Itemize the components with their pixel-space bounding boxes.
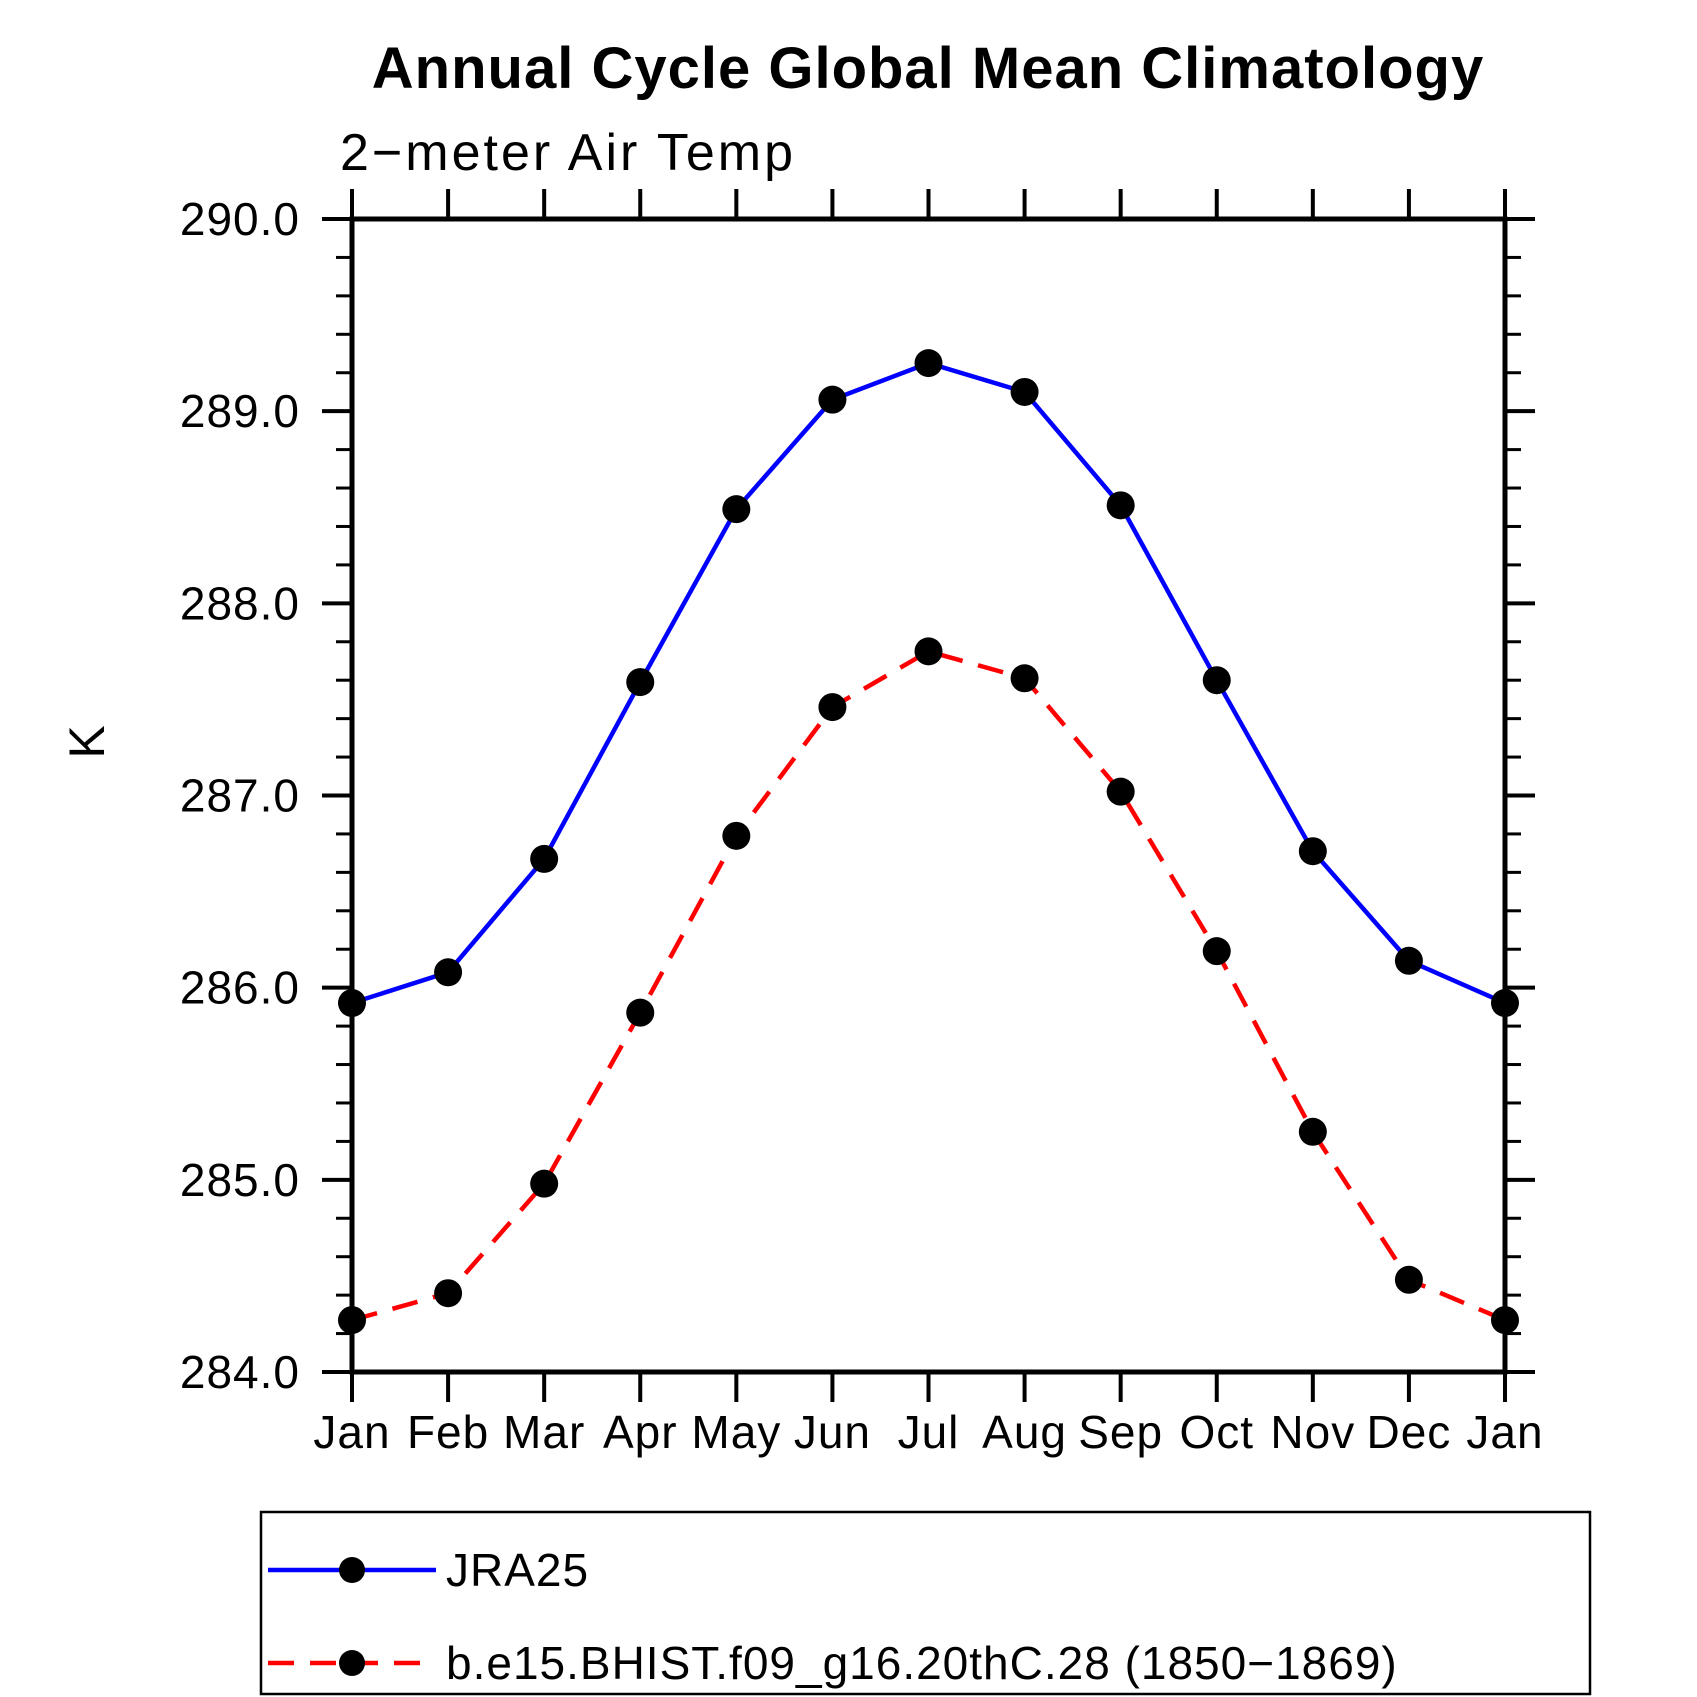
data-point-marker (1010, 664, 1039, 693)
chart-title: Annual Cycle Global Mean Climatology (372, 36, 1484, 101)
data-point-marker (1491, 989, 1519, 1018)
data-point-marker (1394, 1265, 1423, 1294)
data-point-marker (1202, 937, 1231, 966)
data-point-marker (722, 495, 751, 524)
data-point-marker (914, 637, 943, 666)
data-point-marker (818, 385, 847, 414)
data-point-marker (1298, 837, 1327, 866)
x-tick-label: May (691, 1406, 781, 1458)
legend-box (259, 1510, 1592, 1696)
data-point-marker (1491, 1306, 1519, 1335)
data-point-marker (914, 349, 943, 378)
x-tick-label: Feb (407, 1406, 489, 1458)
data-point-marker (1106, 777, 1135, 806)
y-tick-label: 288.0 (180, 577, 300, 629)
legend-label: b.e15.BHIST.f09_g16.20thC.28 (1850−1869) (446, 1637, 1398, 1689)
x-tick-label: Nov (1270, 1406, 1355, 1458)
x-tick-label: Jun (794, 1406, 871, 1458)
x-tick-label: Jan (313, 1406, 390, 1458)
x-tick-label: Dec (1367, 1406, 1452, 1458)
series-line-dashed (351, 648, 1506, 1323)
data-point-marker (1010, 377, 1039, 406)
chart-subtitle: 2−meter Air Temp (340, 124, 796, 182)
data-point-marker (1106, 491, 1135, 520)
x-tick-label: Mar (503, 1406, 585, 1458)
data-point-marker (626, 998, 655, 1027)
series-line-solid (351, 360, 1506, 1006)
y-tick-label: 284.0 (180, 1346, 300, 1398)
y-tick-label: 290.0 (180, 193, 300, 245)
data-point-marker (1298, 1117, 1327, 1146)
data-point-marker (338, 989, 366, 1018)
plot-area: 284.0 285.0 286.0 287.0 288.0 289.0 290.0 Jan Fe… (180, 189, 1543, 1458)
data-point-marker (530, 844, 559, 873)
data-point-marker (722, 821, 751, 850)
x-tick-label: Jul (898, 1406, 960, 1458)
x-tick-label: Oct (1179, 1406, 1254, 1458)
y-tick-label: 287.0 (180, 770, 300, 822)
data-point-marker (1202, 666, 1231, 695)
legend-marker (339, 1650, 365, 1676)
data-point-marker (818, 693, 847, 722)
data-point-marker (434, 1279, 463, 1308)
x-tick-label: Sep (1078, 1406, 1163, 1458)
y-tick-label: 285.0 (180, 1154, 300, 1206)
data-point-marker (338, 1306, 366, 1335)
data-point-marker (530, 1169, 559, 1198)
legend-label: JRA25 (446, 1544, 589, 1596)
legend-marker (339, 1557, 365, 1583)
data-point-marker (1394, 946, 1423, 975)
x-tick-label: Aug (982, 1406, 1067, 1458)
data-point-marker (626, 668, 655, 697)
legend: JRA25 b.e15.BHIST.f09_g16.20thC.28 (1850−… (259, 1510, 1592, 1696)
x-tick-label: Apr (603, 1406, 678, 1458)
data-point-marker (434, 958, 463, 987)
y-tick-label: 289.0 (180, 385, 300, 437)
y-tick-label: 286.0 (180, 962, 300, 1014)
x-tick-label: Jan (1466, 1406, 1543, 1458)
axis-frame (349, 216, 1508, 1375)
y-axis-label: K (59, 725, 115, 758)
